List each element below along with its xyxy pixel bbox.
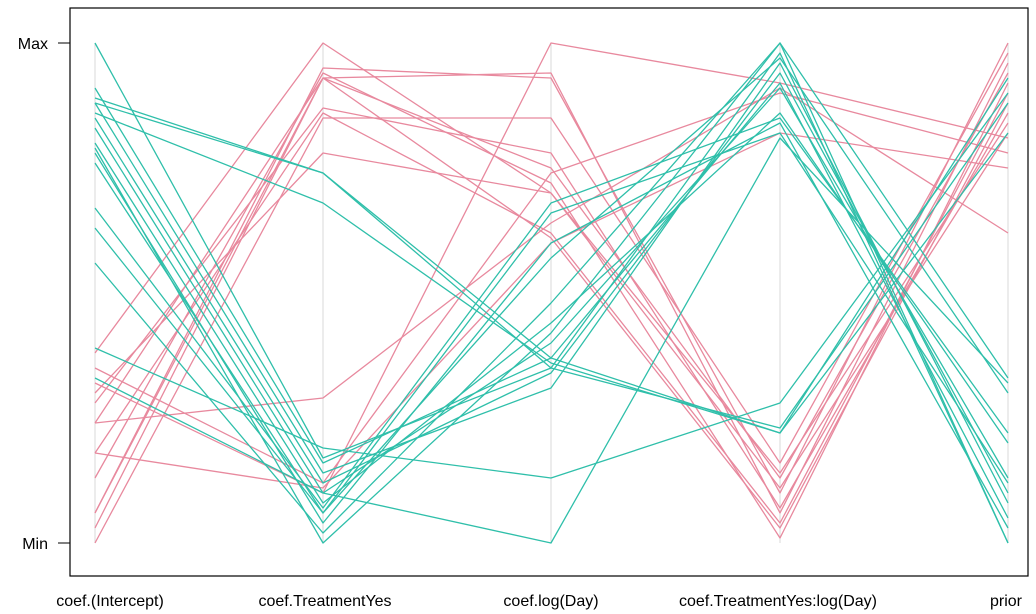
series-lines-group bbox=[94, 42, 1009, 544]
series-1-line-13 bbox=[94, 102, 1009, 429]
series-0-line-6 bbox=[94, 107, 1009, 509]
y-tick-label-0: Min bbox=[22, 536, 48, 553]
series-0-line-9 bbox=[94, 92, 1009, 484]
x-axis-label-1: coef.TreatmentYes bbox=[258, 593, 391, 610]
series-1-line-3 bbox=[94, 72, 1009, 494]
series-1-line-15 bbox=[94, 92, 1009, 479]
series-0-line-4 bbox=[94, 92, 1009, 524]
series-0-line-11 bbox=[94, 42, 1009, 494]
y-axis: Min Max bbox=[18, 36, 70, 553]
x-axis-label-4: prior bbox=[990, 593, 1023, 610]
series-0-line-12 bbox=[94, 42, 1009, 489]
series-0-line-13 bbox=[94, 42, 1009, 514]
plot-frame bbox=[69, 7, 1029, 577]
series-1-line-8 bbox=[94, 132, 1009, 514]
axis-lines-group bbox=[94, 43, 1009, 543]
series-1-line-6 bbox=[94, 42, 1009, 544]
x-axis-labels: coef.(Intercept) coef.TreatmentYes coef.lo… bbox=[56, 593, 1022, 610]
y-tick-label-1: Max bbox=[18, 36, 48, 53]
series-1-line-16 bbox=[94, 137, 1009, 544]
series-1-line-9 bbox=[94, 117, 1009, 509]
series-1-line-4 bbox=[94, 87, 1009, 494]
series-0-line-1 bbox=[94, 62, 1009, 529]
series-0-line-5 bbox=[94, 77, 1009, 529]
x-axis-label-2: coef.log(Day) bbox=[503, 593, 598, 610]
x-axis-label-3: coef.TreatmentYes:log(Day) bbox=[679, 593, 877, 610]
series-0-line-8 bbox=[94, 87, 1009, 424]
x-axis-label-0: coef.(Intercept) bbox=[56, 593, 164, 610]
series-1-line-14 bbox=[94, 77, 1009, 434]
series-1-line-12 bbox=[94, 97, 1009, 434]
series-0-line-0 bbox=[94, 52, 1009, 544]
series-1-line-7 bbox=[94, 122, 1009, 529]
series-1-line-10 bbox=[94, 57, 1009, 514]
series-1-line-11 bbox=[94, 42, 1009, 534]
